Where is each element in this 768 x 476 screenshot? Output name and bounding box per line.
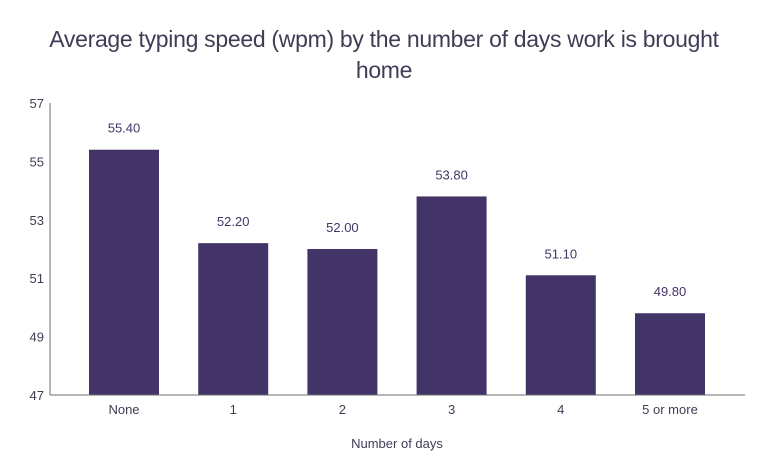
x-tick-label: 2 xyxy=(339,402,346,417)
chart-title: Average typing speed (wpm) by the number… xyxy=(49,26,719,83)
bar xyxy=(525,275,596,395)
bar xyxy=(198,243,269,395)
bar-value-label: 53.80 xyxy=(435,167,468,182)
x-axis-label: Number of days xyxy=(351,436,443,451)
y-tick-label: 55 xyxy=(30,154,44,169)
bar-value-label: 55.40 xyxy=(108,121,141,136)
bar xyxy=(635,313,705,395)
x-axis-ticks: None 1 2 3 4 5 or more xyxy=(108,402,697,417)
bar xyxy=(307,249,378,395)
x-tick-label: 3 xyxy=(448,402,455,417)
y-tick-label: 47 xyxy=(30,388,44,403)
bar xyxy=(416,196,487,395)
bars: 55.40 52.20 52.00 53.80 51.10 49.80 xyxy=(89,121,705,395)
y-tick-label: 57 xyxy=(30,96,44,111)
y-tick-label: 49 xyxy=(30,330,44,345)
y-axis-ticks: 47 49 51 53 55 57 xyxy=(30,96,44,403)
bar-value-label: 49.80 xyxy=(654,284,687,299)
bar-value-label: 52.00 xyxy=(326,220,359,235)
bar xyxy=(89,149,159,395)
bar-value-label: 51.10 xyxy=(545,246,578,261)
y-tick-label: 51 xyxy=(30,271,44,286)
bar-value-label: 52.20 xyxy=(217,214,250,229)
x-tick-label: 1 xyxy=(230,402,237,417)
y-tick-label: 53 xyxy=(30,213,44,228)
x-tick-label: 4 xyxy=(557,402,564,417)
x-tick-label: None xyxy=(108,402,139,417)
x-tick-label: 5 or more xyxy=(642,402,698,417)
